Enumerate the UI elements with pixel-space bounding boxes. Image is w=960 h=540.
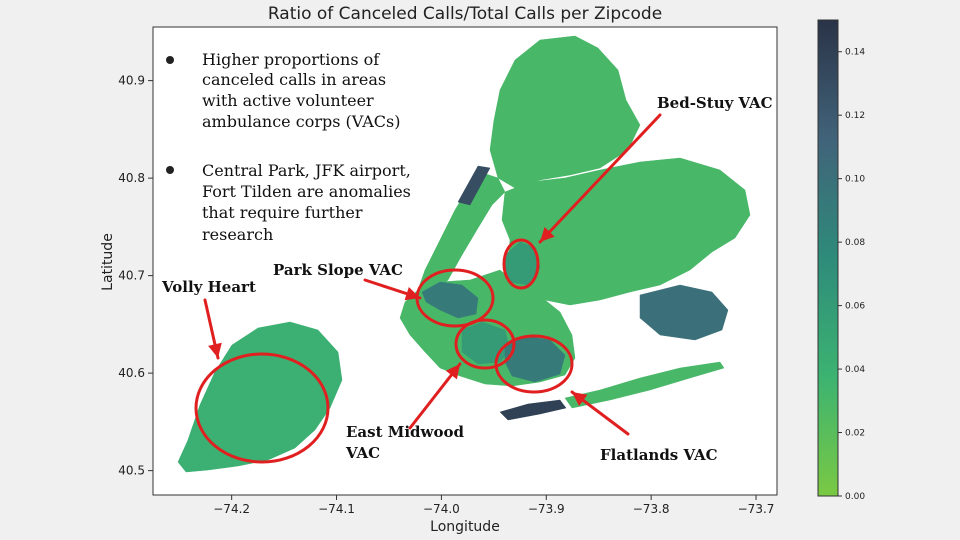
- colorbar-tick-label: 0.02: [845, 429, 865, 439]
- x-ticks: −74.2 −74.1 −74.0 −73.9 −73.8 −73.7: [213, 495, 774, 516]
- label-park-slope: Park Slope VAC: [273, 261, 403, 279]
- note-bullet-2: [166, 166, 174, 174]
- y-tick-label: 40.5: [118, 464, 145, 478]
- x-tick-label: −74.2: [213, 502, 250, 516]
- colorbar-tick-label: 0.00: [845, 492, 865, 502]
- note-1-line-4: ambulance corps (VACs): [202, 112, 400, 131]
- colorbar-tick-label: 0.10: [845, 175, 865, 185]
- label-east-midwood-1: East Midwood: [346, 423, 464, 441]
- colorbar-tick-label: 0.12: [845, 111, 865, 121]
- x-axis-label: Longitude: [430, 519, 500, 535]
- y-tick-label: 40.6: [118, 366, 145, 380]
- note-2-line-4: research: [202, 225, 273, 244]
- colorbar-tick-label: 0.06: [845, 302, 865, 312]
- note-1-line-2: canceled calls in areas: [202, 70, 386, 89]
- y-tick-label: 40.8: [118, 171, 145, 185]
- x-tick-label: −74.1: [318, 502, 355, 516]
- colorbar-tick-label: 0.04: [845, 365, 865, 375]
- note-1-line-3: with active volunteer: [202, 91, 374, 110]
- chart-title: Ratio of Canceled Calls/Total Calls per …: [268, 4, 662, 24]
- label-east-midwood-2: VAC: [345, 444, 380, 462]
- label-volly-heart: Volly Heart: [161, 278, 256, 296]
- colorbar-ticks: 0.00 0.02 0.04 0.06 0.08 0.10 0.12 0.14: [838, 48, 865, 502]
- y-ticks: 40.5 40.6 40.7 40.8 40.9: [118, 74, 153, 478]
- x-tick-label: −73.8: [633, 502, 670, 516]
- colorbar-tick-label: 0.14: [845, 48, 865, 58]
- x-tick-label: −73.9: [528, 502, 565, 516]
- label-flatlands: Flatlands VAC: [600, 446, 718, 464]
- x-tick-label: −74.0: [423, 502, 460, 516]
- y-axis-label: Latitude: [100, 233, 116, 291]
- note-1-line-1: Higher proportions of: [202, 50, 380, 69]
- colorbar: [818, 20, 838, 496]
- y-tick-label: 40.9: [118, 74, 145, 88]
- note-2-line-1: Central Park, JFK airport,: [202, 161, 411, 180]
- note-bullet-1: [166, 56, 174, 64]
- x-tick-label: −73.7: [738, 502, 775, 516]
- colorbar-tick-label: 0.08: [845, 238, 865, 248]
- y-tick-label: 40.7: [118, 269, 145, 283]
- note-2-line-2: Fort Tilden are anomalies: [202, 182, 411, 201]
- label-bed-stuy: Bed-Stuy VAC: [657, 94, 773, 112]
- note-2-line-3: that require further: [202, 203, 363, 222]
